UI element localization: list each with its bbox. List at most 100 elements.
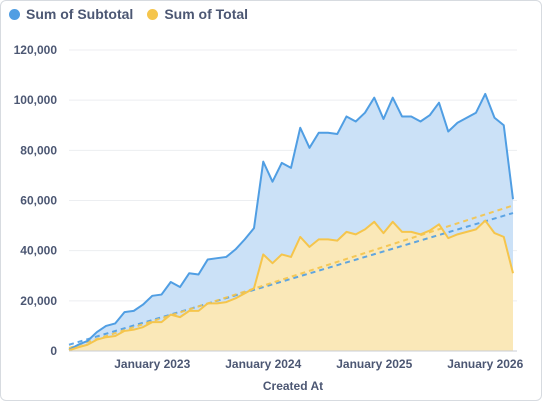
point-total-30 [345,230,349,234]
legend-item-subtotal[interactable]: Sum of Subtotal [9,6,133,22]
point-subtotal-27 [317,131,321,135]
point-total-47 [502,235,506,239]
point-subtotal-7 [132,309,136,313]
point-total-14 [197,309,201,313]
point-subtotal-13 [187,271,191,275]
point-total-26 [308,245,312,249]
point-subtotal-45 [483,92,487,96]
x-axis-title: Created At [263,379,323,393]
point-subtotal-5 [113,321,117,325]
point-total-24 [289,255,293,259]
legend-dot-total [147,8,159,20]
point-subtotal-12 [178,285,182,289]
point-total-42 [456,232,460,236]
point-subtotal-30 [345,114,349,118]
line-subtotal [68,92,514,351]
x-tick-label-3: January 2026 [447,357,523,371]
point-subtotal-19 [243,237,247,241]
point-subtotal-48 [511,197,515,201]
point-subtotal-10 [160,293,164,297]
point-total-33 [372,220,376,224]
point-subtotal-42 [456,121,460,125]
point-total-46 [493,231,497,235]
point-total-17 [224,300,228,304]
point-subtotal-29 [335,132,339,136]
point-subtotal-40 [437,101,441,105]
x-tick-label-2: January 2025 [336,357,412,371]
y-tick-label-4: 80,000 [20,143,57,157]
point-subtotal-2 [86,339,90,343]
legend-item-total[interactable]: Sum of Total [147,6,248,22]
point-total-27 [317,237,321,241]
point-subtotal-6 [123,310,127,314]
point-subtotal-23 [280,161,284,165]
point-subtotal-16 [215,256,219,260]
trendline-total [68,204,514,349]
point-total-37 [409,230,413,234]
point-subtotal-18 [234,247,238,251]
y-tick-label-0: 0 [50,344,57,358]
point-subtotal-35 [391,96,395,100]
point-total-35 [391,220,395,224]
point-total-13 [187,309,191,313]
point-total-34 [382,231,386,235]
point-subtotal-14 [197,272,201,276]
point-total-28 [326,237,330,241]
y-tick-label-3: 60,000 [20,194,57,208]
point-total-5 [113,334,117,338]
point-subtotal-44 [474,111,478,115]
y-tick-label-1: 20,000 [20,294,57,308]
point-total-8 [141,325,145,329]
point-subtotal-39 [428,113,432,117]
legend-dot-subtotal [9,8,20,20]
point-total-39 [428,229,432,233]
point-subtotal-22 [271,180,275,184]
x-tick-label-1: January 2024 [225,357,301,371]
point-total-15 [206,301,210,305]
point-total-43 [465,230,469,234]
point-subtotal-43 [465,116,469,120]
point-total-31 [354,232,358,236]
point-subtotal-36 [400,114,404,118]
point-total-16 [215,301,219,305]
point-total-36 [400,230,404,234]
point-total-21 [261,252,265,256]
point-total-32 [363,227,367,231]
point-subtotal-15 [206,257,210,261]
point-subtotal-24 [289,166,293,170]
point-subtotal-17 [224,255,228,259]
point-total-7 [132,328,136,332]
point-total-25 [298,235,302,239]
point-total-45 [483,219,487,223]
area-total [69,220,513,351]
point-total-40 [437,222,441,226]
point-subtotal-25 [298,126,302,130]
point-total-44 [474,227,478,231]
point-total-48 [511,271,515,275]
point-subtotal-31 [354,119,358,123]
point-subtotal-34 [382,117,386,121]
legend-label-total: Sum of Total [164,6,249,22]
point-total-9 [150,320,154,324]
point-total-3 [95,338,99,342]
point-subtotal-37 [409,114,413,118]
point-subtotal-47 [502,123,506,127]
point-total-19 [243,291,247,295]
point-total-12 [178,315,182,319]
y-tick-label-2: 40,000 [20,244,57,258]
point-subtotal-46 [493,116,497,120]
line-total [68,219,514,352]
legend: Sum of Subtotal Sum of Total [9,6,248,22]
point-subtotal-11 [169,280,173,284]
point-subtotal-21 [261,160,265,164]
y-tick-label-5: 100,000 [14,93,58,107]
point-total-41 [446,236,450,240]
point-subtotal-4 [104,324,108,328]
point-total-6 [123,329,127,333]
point-total-0 [67,348,71,352]
point-subtotal-28 [326,131,330,135]
point-total-22 [271,261,275,265]
point-total-1 [76,345,80,349]
